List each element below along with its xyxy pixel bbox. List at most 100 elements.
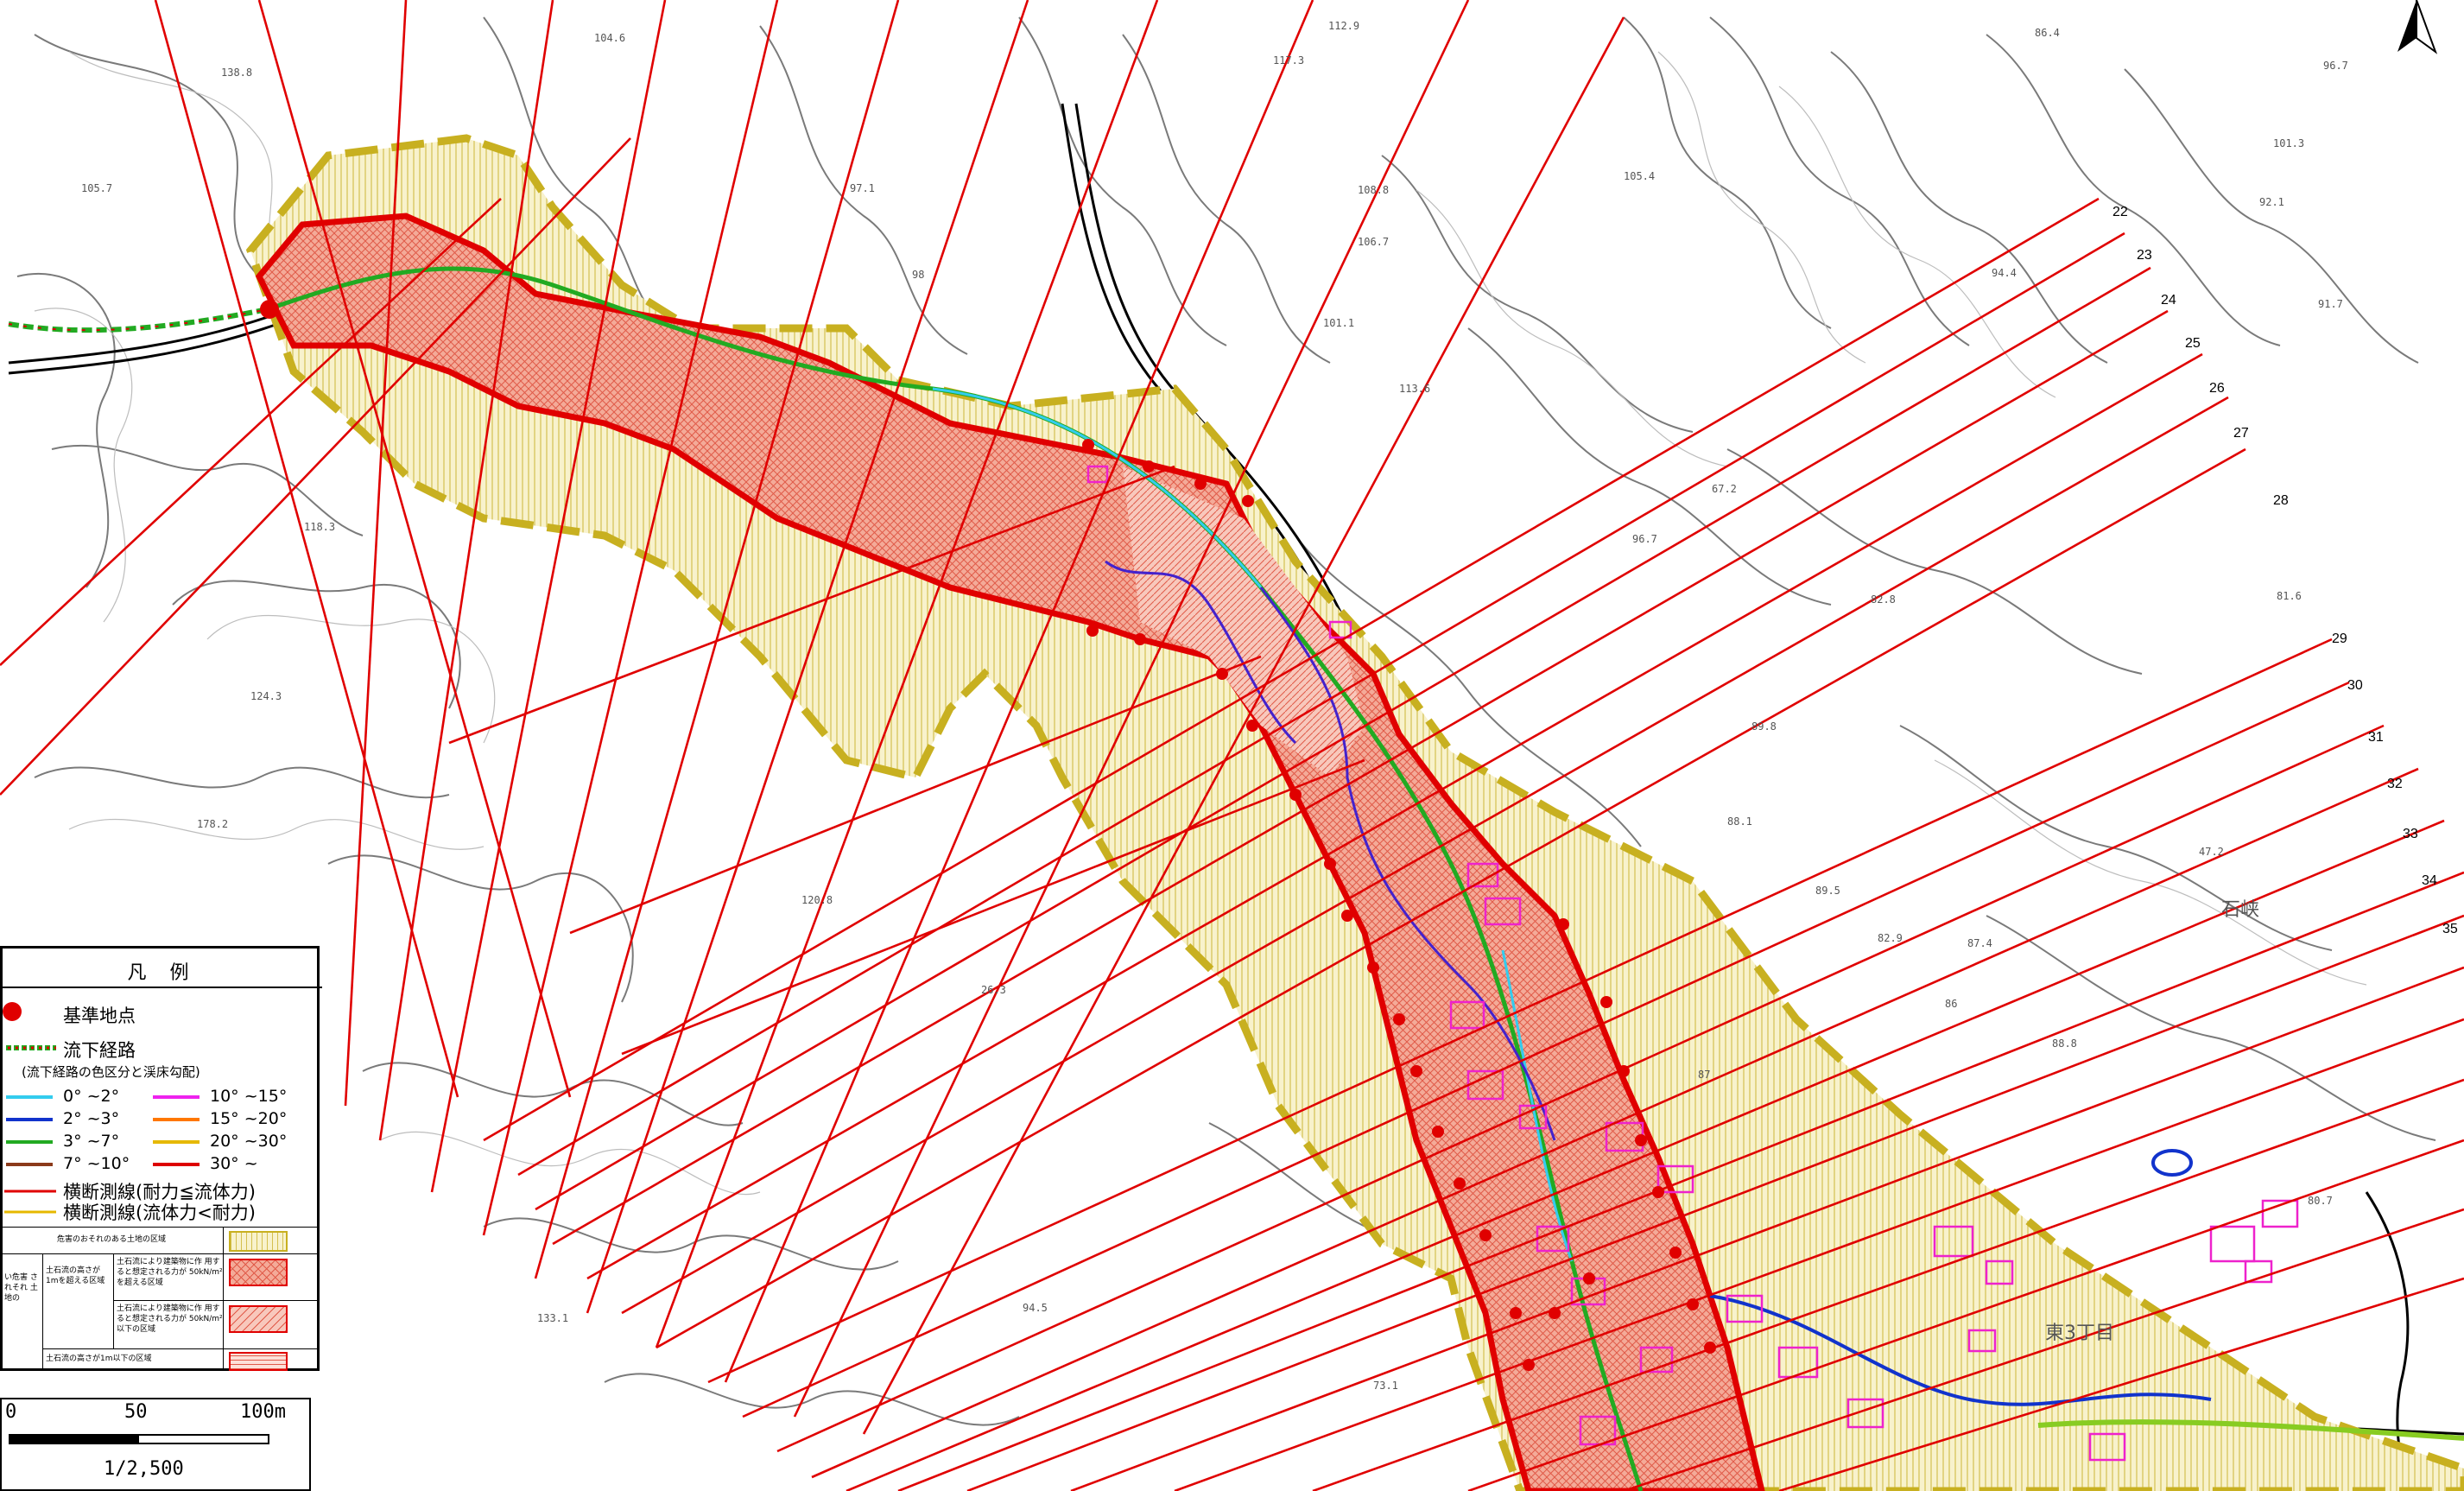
elevation-label: 82.8 bbox=[1871, 593, 1896, 606]
section-numbers: 22 23 24 25 26 27 28 29 30 31 32 33 34 35 bbox=[2112, 205, 2458, 936]
base-point-legend-icon bbox=[3, 1002, 22, 1021]
section-point bbox=[1242, 495, 1254, 507]
elevation-label: 80.7 bbox=[2308, 1195, 2333, 1207]
section-number: 29 bbox=[2332, 631, 2347, 646]
base-point-marker bbox=[260, 300, 279, 319]
zone-b-label: 土石流により建築物に作 用すると想定される力が 50kN/m²以下の区域 bbox=[117, 1304, 223, 1334]
cross-section-line bbox=[707, 638, 2333, 1384]
section-number: 31 bbox=[2368, 730, 2384, 745]
cross-section-line bbox=[724, 0, 1314, 1383]
gradient-swatch-icon bbox=[6, 1095, 53, 1099]
section-number: 26 bbox=[2209, 381, 2225, 396]
elevation-label: 117.3 bbox=[1273, 54, 1304, 67]
elevation-label: 101.1 bbox=[1323, 317, 1354, 329]
section-point bbox=[1194, 478, 1207, 490]
cross-section-line bbox=[1778, 1277, 2464, 1491]
legend-flow-path: 流下経路 bbox=[63, 1040, 136, 1061]
elevation-label: 105.7 bbox=[81, 182, 112, 194]
cross-section-line bbox=[776, 724, 2385, 1453]
section-point bbox=[1134, 633, 1146, 645]
elevation-label: 88.8 bbox=[2052, 1037, 2077, 1050]
elevation-label: 92.1 bbox=[2259, 196, 2284, 208]
cross-section-line bbox=[655, 0, 1159, 1348]
elevation-label: 96.7 bbox=[2323, 60, 2348, 72]
cross-section-line bbox=[586, 352, 2203, 1280]
legend-cross-red: 横断測線(耐力≦流体力) bbox=[63, 1182, 256, 1202]
section-point bbox=[1687, 1298, 1699, 1310]
section-point bbox=[1549, 1307, 1561, 1319]
scale-100: 100m bbox=[240, 1401, 286, 1423]
cross-section-line bbox=[1070, 966, 2464, 1491]
legend-base-point: 基準地点 bbox=[63, 1006, 136, 1026]
cross-section-line bbox=[552, 309, 2169, 1246]
gradient-swatch-icon bbox=[153, 1140, 200, 1144]
section-point bbox=[1704, 1342, 1716, 1354]
cross-section-line bbox=[862, 16, 1625, 1435]
section-number: 35 bbox=[2442, 922, 2458, 936]
section-number: 32 bbox=[2387, 777, 2403, 791]
gradient-label: 2° ~3° bbox=[63, 1109, 120, 1128]
section-number: 25 bbox=[2185, 336, 2201, 351]
zone-c-label: 土石流の高さが1m以下の区域 bbox=[46, 1355, 152, 1363]
buildings bbox=[1086, 465, 2299, 1462]
section-point bbox=[1583, 1272, 1595, 1285]
hazard-zone-red bbox=[255, 213, 1765, 1491]
elevation-label: 94.4 bbox=[1992, 267, 2017, 279]
legend-cross-yellow: 横断測線(流体力<耐力) bbox=[63, 1202, 256, 1223]
elevation-label: 133.1 bbox=[537, 1312, 568, 1324]
elevation-label: 89.8 bbox=[1751, 720, 1777, 733]
cross-section-line bbox=[0, 198, 502, 666]
elevation-label: 81.6 bbox=[2277, 590, 2302, 602]
section-point bbox=[1341, 910, 1353, 922]
scale-0: 0 bbox=[5, 1401, 17, 1423]
elevation-label: 87.4 bbox=[1967, 937, 1992, 949]
elevation-label: 120.8 bbox=[801, 894, 833, 906]
north-arrow-icon bbox=[2397, 0, 2438, 54]
zone-mid-label: 土石流の高さが 1mを超える区域 bbox=[46, 1266, 105, 1285]
gradient-label: 15° ~20° bbox=[210, 1109, 288, 1128]
zone-a-swatch bbox=[229, 1259, 288, 1286]
section-number: 22 bbox=[2112, 205, 2128, 219]
cross-yellow-legend-icon bbox=[4, 1210, 56, 1214]
zone-left-label: い危害 されそれ 土地の bbox=[4, 1273, 38, 1303]
elevation-label: 89.5 bbox=[1815, 885, 1840, 897]
cross-section-line bbox=[430, 0, 667, 1193]
gradient-swatch-icon bbox=[153, 1118, 200, 1121]
elevation-label: 98 bbox=[912, 269, 924, 281]
section-point bbox=[1367, 961, 1379, 974]
elevation-label: 82.9 bbox=[1878, 932, 1903, 944]
section-point bbox=[1289, 789, 1302, 801]
legend-title: 凡 例 bbox=[127, 962, 198, 984]
section-point bbox=[1600, 996, 1612, 1008]
cross-red-legend-icon bbox=[4, 1190, 56, 1193]
place-name-label: 東3丁目 bbox=[2045, 1323, 2114, 1344]
section-point bbox=[1324, 858, 1336, 870]
section-point bbox=[1635, 1134, 1647, 1146]
zone-danger-swatch bbox=[229, 1231, 288, 1252]
legend-flow-path-note: (流下経路の色区分と渓床勾配) bbox=[22, 1064, 200, 1080]
hazard-zone-red-inner bbox=[1123, 466, 1365, 777]
cross-section-line bbox=[621, 396, 2229, 1315]
section-point bbox=[1246, 720, 1258, 732]
elevation-labels: 104.6 138.8 105.7 112.9 117.3 86.4 96.7 97.1 101… bbox=[81, 20, 2348, 1392]
scale-ratio: 1/2,500 bbox=[104, 1458, 184, 1480]
cross-section-line bbox=[742, 681, 2350, 1418]
section-point bbox=[1143, 460, 1155, 473]
elevation-label: 106.7 bbox=[1358, 236, 1389, 248]
flow-path-legend-icon bbox=[6, 1045, 56, 1050]
section-point bbox=[1454, 1177, 1466, 1190]
section-point bbox=[1557, 918, 1569, 930]
section-number: 33 bbox=[2403, 827, 2418, 841]
zone-c-swatch bbox=[229, 1352, 288, 1371]
section-number: 27 bbox=[2233, 426, 2249, 441]
cross-section-line bbox=[811, 767, 2419, 1479]
elevation-label: 105.4 bbox=[1624, 170, 1655, 182]
cross-section-line bbox=[1174, 1018, 2464, 1491]
section-point bbox=[1510, 1307, 1522, 1319]
cross-section-line bbox=[482, 0, 779, 1236]
section-point bbox=[1393, 1013, 1405, 1025]
section-number: 34 bbox=[2422, 873, 2437, 888]
flow-path bbox=[8, 266, 2464, 1491]
gradient-swatch-icon bbox=[6, 1118, 53, 1121]
